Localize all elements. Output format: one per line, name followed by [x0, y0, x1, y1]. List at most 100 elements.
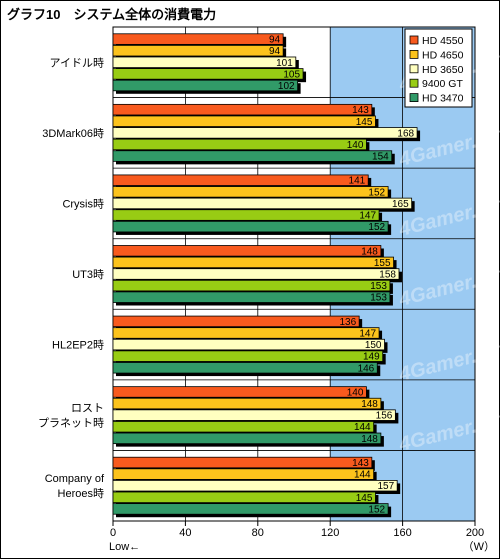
bar: [112, 44, 284, 57]
category-label: ロスト: [71, 403, 104, 415]
data-label: 165: [392, 199, 409, 210]
x-axis-unit-label: （W）: [463, 540, 495, 553]
x-tick-label: 40: [179, 527, 191, 539]
legend-swatch: [409, 78, 419, 88]
bar: [112, 456, 373, 469]
data-label: 144: [354, 422, 371, 433]
category-label: アイドル時: [50, 56, 104, 69]
bar: [112, 480, 398, 492]
legend-label: HD 4650: [422, 49, 464, 61]
legend-swatch: [409, 35, 419, 45]
bar: [112, 174, 369, 186]
category-label: HL2EP2時: [52, 339, 104, 352]
data-label: 168: [397, 128, 414, 139]
data-label: 148: [361, 246, 378, 257]
data-label: 153: [370, 293, 387, 304]
data-label: 143: [352, 458, 369, 469]
bar: [112, 33, 284, 45]
data-label: 154: [372, 152, 389, 163]
data-label: 156: [376, 411, 393, 422]
bar: [112, 68, 304, 80]
data-label: 144: [354, 470, 371, 481]
bar: [112, 432, 382, 445]
legend-label: HD 4550: [422, 35, 464, 47]
category-labels: アイドル時 3DMark06時 Crysis時 UT3時 HL2EP2時ロストプラネット…: [38, 56, 105, 500]
data-label: 94: [269, 46, 281, 57]
data-label: 153: [370, 281, 387, 292]
data-label: 152: [368, 187, 385, 198]
x-axis-low-label: Low←: [109, 541, 140, 553]
bar: [112, 279, 391, 292]
bar: [112, 327, 380, 339]
bar: [112, 315, 360, 328]
data-label: 148: [361, 399, 378, 410]
data-label: 150: [365, 340, 382, 351]
data-label: 158: [379, 270, 396, 281]
data-label: 155: [374, 258, 391, 269]
data-label: 136: [339, 317, 356, 328]
data-label: 105: [283, 69, 300, 80]
bar: [112, 209, 380, 221]
bar: [112, 150, 393, 162]
bar: [112, 397, 382, 410]
data-label: 145: [356, 493, 373, 504]
x-tick-label: 0: [110, 527, 116, 539]
bar: [112, 503, 389, 515]
chart-title: グラフ10 システム全体の消費電力: [7, 7, 216, 22]
bar: [112, 186, 389, 198]
data-label: 148: [361, 434, 378, 445]
bar: [112, 103, 373, 116]
bar: [112, 268, 400, 280]
bar: [112, 338, 385, 351]
category-label: プラネット時: [38, 417, 104, 430]
x-tick-label: 120: [321, 527, 339, 539]
bar: [112, 468, 375, 480]
x-tick-label: 160: [393, 527, 411, 539]
bar: [112, 245, 382, 257]
bar: [112, 115, 376, 127]
legend-swatch: [409, 93, 419, 102]
bar: [112, 79, 299, 92]
category-label: Heroes時: [58, 487, 104, 500]
legend-label: 9400 GT: [422, 78, 463, 90]
bar: [112, 56, 297, 68]
bar: [112, 197, 413, 210]
bar: [112, 421, 375, 433]
data-label: 143: [352, 105, 369, 116]
data-label: 140: [347, 387, 364, 398]
bar: [112, 291, 391, 303]
bar: [112, 220, 389, 233]
data-label: 152: [368, 222, 385, 233]
data-label: 101: [276, 58, 293, 69]
bar: [112, 127, 418, 139]
bar: [112, 362, 378, 374]
legend-swatch: [409, 50, 419, 59]
x-tick-label: 200: [466, 527, 484, 539]
category-label: UT3時: [72, 268, 104, 281]
data-label: 94: [269, 35, 281, 46]
data-label: 147: [359, 211, 376, 222]
data-label: 147: [359, 328, 376, 339]
bar: [112, 409, 396, 421]
legend-label: HD 3470: [422, 93, 464, 105]
category-label: Company of: [45, 473, 105, 485]
data-label: 102: [278, 81, 295, 92]
data-label: 152: [368, 504, 385, 515]
data-label: 141: [349, 176, 366, 187]
bar: [112, 350, 384, 362]
category-label: Crysis時: [62, 197, 104, 210]
data-label: 146: [358, 363, 375, 374]
data-label: 149: [363, 352, 380, 363]
bar: [112, 138, 367, 151]
data-label: 140: [347, 140, 364, 151]
x-axis: 0 40 80 120 160 200 Low← （W）: [109, 521, 495, 553]
bar: [112, 386, 367, 398]
legend-label: HD 3650: [422, 64, 464, 76]
x-tick-label: 80: [252, 527, 264, 539]
data-label: 157: [377, 481, 394, 492]
bar: [112, 256, 394, 269]
legend: HD 4550 HD 4650 HD 3650 9400 GT HD 3470: [404, 28, 473, 108]
category-label: 3DMark06時: [42, 127, 104, 140]
